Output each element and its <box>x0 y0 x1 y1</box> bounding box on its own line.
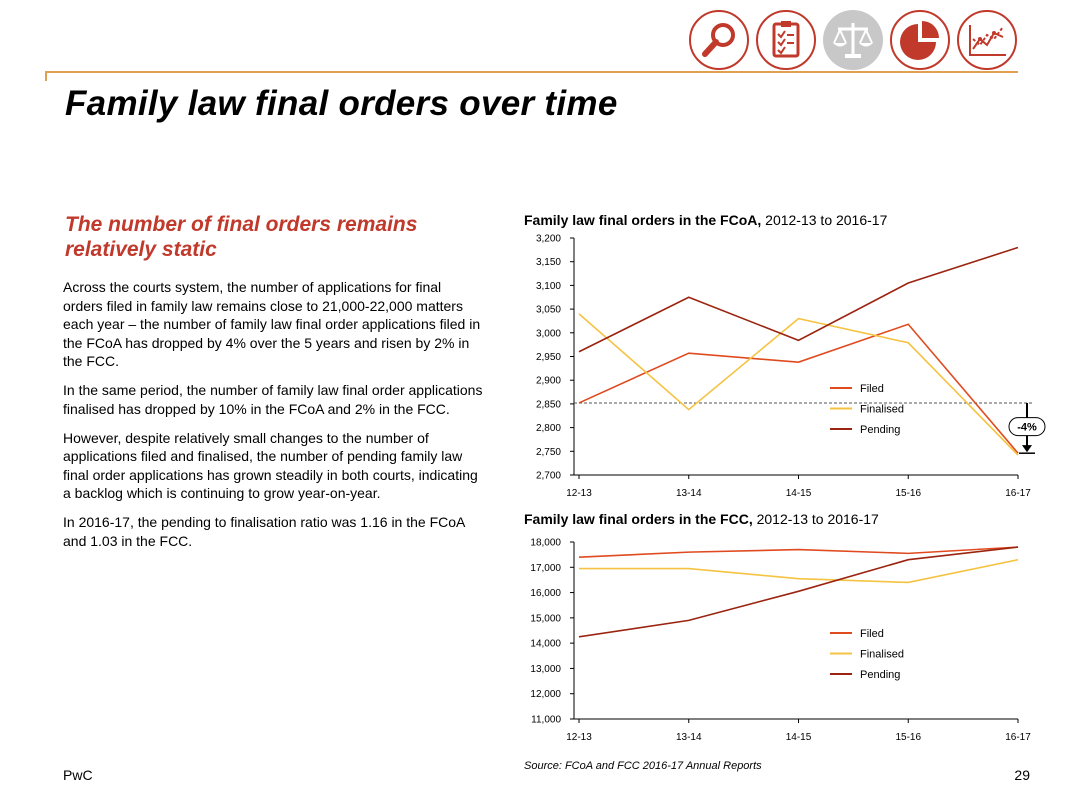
fcoa-y-tick-label: 3,100 <box>536 281 561 292</box>
fcoa-x-tick-label: 15-16 <box>895 488 921 499</box>
fcoa-y-tick-label: 2,750 <box>536 447 561 458</box>
fcc-legend-label-finalised: Finalised <box>860 649 904 661</box>
fcc-x-tick-label: 15-16 <box>895 732 921 743</box>
fcc-y-tick-label: 18,000 <box>530 538 561 549</box>
fcoa-x-tick-label: 13-14 <box>676 488 702 499</box>
clipboard-checklist-icon[interactable] <box>755 9 817 71</box>
fcc-y-tick-label: 14,000 <box>530 639 561 650</box>
line-chart-icon[interactable] <box>956 9 1018 71</box>
fcoa-series-pending-line <box>578 246 1019 353</box>
fcc-x-tick-label: 16-17 <box>1005 732 1031 743</box>
header-rule-tick <box>45 71 47 81</box>
fcc-chart-title-rest: 2012-13 to 2016-17 <box>752 511 879 527</box>
fcoa-legend-label-filed: Filed <box>860 383 884 395</box>
source-note: Source: FCoA and FCC 2016-17 Annual Repo… <box>524 760 762 772</box>
fcoa-legend-label-finalised: Finalised <box>860 404 904 416</box>
fcoa-annotation-arrow-head <box>1022 445 1032 453</box>
fcc-legend-label-pending: Pending <box>860 669 900 681</box>
fcc-x-tick-label: 14-15 <box>786 732 812 743</box>
footer-brand: PwC <box>63 767 93 783</box>
header-rule <box>45 71 1018 73</box>
fcoa-y-tick-label: 2,800 <box>536 423 561 434</box>
section-subheading: The number of final orders remains relat… <box>65 213 418 261</box>
fcc-x-tick-label: 13-14 <box>676 732 702 743</box>
page-number: 29 <box>1014 767 1030 783</box>
fcc-y-tick-label: 17,000 <box>530 563 561 574</box>
paragraph: In the same period, the number of family… <box>63 382 483 417</box>
fcoa-y-tick-label: 2,950 <box>536 352 561 363</box>
fcc-series-filed-line <box>578 546 1019 558</box>
fcc-chart-title: Family law final orders in the FCC, 2012… <box>524 511 879 527</box>
body-text: Across the courts system, the number of … <box>63 278 483 561</box>
fcc-series-finalised-line <box>579 558 1019 584</box>
fcoa-y-tick-label: 3,000 <box>536 328 561 339</box>
scales-of-justice-icon[interactable] <box>822 9 884 71</box>
magnifier-icon[interactable] <box>688 9 750 71</box>
fcoa-y-tick-label: 3,050 <box>536 305 561 316</box>
paragraph: However, despite relatively small change… <box>63 429 478 502</box>
fcoa-y-tick-label: 3,200 <box>536 234 561 245</box>
fcc-series-pending-line <box>578 546 1019 638</box>
fcoa-series-finalised-line <box>578 313 1019 456</box>
fcoa-x-tick-label: 12-13 <box>566 488 592 499</box>
fcoa-annotation-pill <box>1008 417 1046 437</box>
paragraph: In 2016-17, the pending to finalisation … <box>63 514 465 549</box>
fcoa-y-tick-label: 2,900 <box>536 376 561 387</box>
pie-chart-icon[interactable] <box>889 9 951 71</box>
fcc-y-tick-label: 13,000 <box>530 664 561 675</box>
fcc-y-tick-label: 15,000 <box>530 613 561 624</box>
fcc-x-tick-label: 12-13 <box>566 732 592 743</box>
page-title: Family law final orders over time <box>65 84 618 123</box>
fcoa-annotation-label: -4% <box>1017 422 1037 434</box>
fcc-legend-label-filed: Filed <box>860 628 884 640</box>
fcoa-y-tick-label: 2,700 <box>536 471 561 482</box>
fcoa-y-tick-label: 2,850 <box>536 399 561 410</box>
fcc-y-tick-label: 16,000 <box>530 588 561 599</box>
paragraph: Across the courts system, the number of … <box>63 279 481 369</box>
fcoa-y-tick-label: 3,150 <box>536 257 561 268</box>
fcoa-x-tick-label: 16-17 <box>1005 488 1031 499</box>
fcc-y-tick-label: 11,000 <box>531 715 561 726</box>
fcoa-chart-title-bold: Family law final orders in the FCoA, <box>524 212 762 228</box>
fcc-chart-title-bold: Family law final orders in the FCC, <box>524 511 753 527</box>
fcc-y-tick-label: 12,000 <box>530 689 561 700</box>
fcoa-chart-title-rest: 2012-13 to 2016-17 <box>761 212 888 228</box>
fcoa-x-tick-label: 14-15 <box>786 488 812 499</box>
fcoa-chart-title: Family law final orders in the FCoA, 201… <box>524 212 887 228</box>
fcoa-legend-label-pending: Pending <box>860 424 900 436</box>
